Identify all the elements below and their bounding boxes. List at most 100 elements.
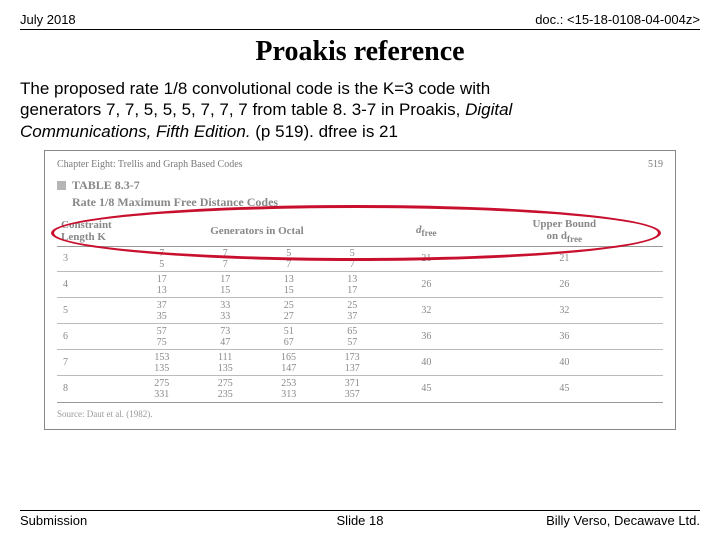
cell-generators: 1717131313151517	[127, 271, 387, 297]
slide-header: July 2018 doc.: <15-18-0108-04-004z>	[20, 12, 700, 30]
col-upper-bound: Upper Bound on dfree	[466, 216, 663, 247]
cell-upper-bound: 26	[466, 271, 663, 297]
ub-line2: on d	[547, 230, 568, 242]
col-k: Constraint Length K	[57, 216, 127, 247]
cell-generators: 275275253371331235313357	[127, 375, 387, 402]
body-line-1: The proposed rate 1/8 convolutional code…	[20, 79, 490, 98]
cell-dfree: 45	[387, 375, 466, 402]
figure-header: Chapter Eight: Trellis and Graph Based C…	[57, 159, 663, 170]
table-row: 537332525353327373232	[57, 297, 663, 323]
cell-dfree: 21	[387, 246, 466, 271]
cell-k: 4	[57, 271, 127, 297]
gen-value: 13	[157, 285, 167, 296]
gen-value: 135	[218, 363, 233, 374]
gen-value: 25	[284, 300, 294, 311]
footer-right: Billy Verso, Decawave Ltd.	[546, 513, 700, 528]
gen-value: 17	[347, 285, 357, 296]
gen-value: 7	[286, 259, 291, 270]
gen-value: 7	[159, 248, 164, 259]
cell-generators: 153 111 165 173 135 135 147 137	[127, 349, 387, 375]
codes-table: Constraint Length K Generators in Octal …	[57, 216, 663, 403]
gen-value: 275	[154, 378, 169, 389]
slide-footer: Submission Slide 18 Billy Verso, Decawav…	[20, 510, 700, 528]
col-k-line1: Constraint	[61, 219, 112, 231]
proakis-table-figure: Chapter Eight: Trellis and Graph Based C…	[44, 150, 676, 430]
dfree-sub: free	[422, 228, 437, 238]
gen-value: 33	[220, 311, 230, 322]
col-generators: Generators in Octal	[127, 216, 387, 247]
gen-value: 75	[157, 337, 167, 348]
table-title: Rate 1/8 Maximum Free Distance Codes	[72, 195, 663, 210]
gen-value: 137	[345, 363, 360, 374]
table-row: 3775557772121	[57, 246, 663, 271]
gen-value: 371	[345, 378, 360, 389]
gen-value: 13	[347, 274, 357, 285]
gen-value: 57	[347, 337, 357, 348]
gen-value: 37	[157, 300, 167, 311]
body-line-2a: generators 7, 7, 5, 5, 5, 7, 7, 7 from t…	[20, 100, 465, 119]
gen-value: 357	[345, 389, 360, 400]
gen-value: 13	[284, 274, 294, 285]
gen-value: 47	[220, 337, 230, 348]
gen-value: 331	[154, 389, 169, 400]
figure-source: Source: Daut et al. (1982).	[57, 409, 663, 419]
gen-value: 135	[154, 363, 169, 374]
cell-k: 5	[57, 297, 127, 323]
body-paragraph: The proposed rate 1/8 convolutional code…	[20, 78, 700, 142]
footer-left: Submission	[20, 513, 87, 528]
gen-value: 35	[157, 311, 167, 322]
gen-value: 275	[218, 378, 233, 389]
cell-upper-bound: 45	[466, 375, 663, 402]
table-label: TABLE 8.3-7	[72, 178, 140, 193]
gen-value: 15	[220, 285, 230, 296]
gen-value: 173	[345, 352, 360, 363]
gen-value: 51	[284, 326, 294, 337]
gen-value: 67	[284, 337, 294, 348]
cell-generators: 3733252535332737	[127, 297, 387, 323]
cell-upper-bound: 21	[466, 246, 663, 271]
slide-title: Proakis reference	[20, 36, 700, 68]
gen-value: 7	[350, 259, 355, 270]
ub-line1: Upper Bound	[532, 218, 596, 230]
body-line-2b-italic: Digital	[465, 100, 512, 119]
cell-dfree: 40	[387, 349, 466, 375]
header-doc: doc.: <15-18-0108-04-004z>	[535, 12, 700, 27]
cell-upper-bound: 36	[466, 323, 663, 349]
cell-upper-bound: 40	[466, 349, 663, 375]
cell-generators: 77555777	[127, 246, 387, 271]
cell-dfree: 36	[387, 323, 466, 349]
cell-dfree: 32	[387, 297, 466, 323]
gen-value: 313	[281, 389, 296, 400]
gen-value: 5	[350, 248, 355, 259]
table-row: 82752752533713312353133574545	[57, 375, 663, 402]
footer-center: Slide 18	[337, 513, 384, 528]
gen-value: 153	[154, 352, 169, 363]
gen-value: 27	[284, 311, 294, 322]
gen-value: 111	[218, 352, 232, 363]
gen-value: 73	[220, 326, 230, 337]
table-row: 657735165754767573636	[57, 323, 663, 349]
figure-chapter: Chapter Eight: Trellis and Graph Based C…	[57, 159, 243, 170]
gen-value: 37	[347, 311, 357, 322]
body-line-3a-italic: Communications, Fifth Edition.	[20, 122, 251, 141]
col-k-line2: Length K	[61, 231, 106, 243]
table-caption-row: TABLE 8.3-7	[57, 178, 663, 193]
gen-value: 57	[157, 326, 167, 337]
table-row: 71531111651731351351471374040	[57, 349, 663, 375]
cell-generators: 5773516575476757	[127, 323, 387, 349]
cell-k: 3	[57, 246, 127, 271]
gen-value: 165	[281, 352, 296, 363]
gen-value: 17	[157, 274, 167, 285]
gen-value: 25	[347, 300, 357, 311]
gen-value: 5	[159, 259, 164, 270]
bullet-icon	[57, 181, 66, 190]
cell-upper-bound: 32	[466, 297, 663, 323]
gen-value: 253	[281, 378, 296, 389]
gen-value: 5	[286, 248, 291, 259]
gen-value: 7	[223, 248, 228, 259]
table-row: 417171313131515172626	[57, 271, 663, 297]
gen-value: 147	[281, 363, 296, 374]
header-date: July 2018	[20, 12, 76, 27]
gen-value: 15	[284, 285, 294, 296]
gen-value: 17	[220, 274, 230, 285]
